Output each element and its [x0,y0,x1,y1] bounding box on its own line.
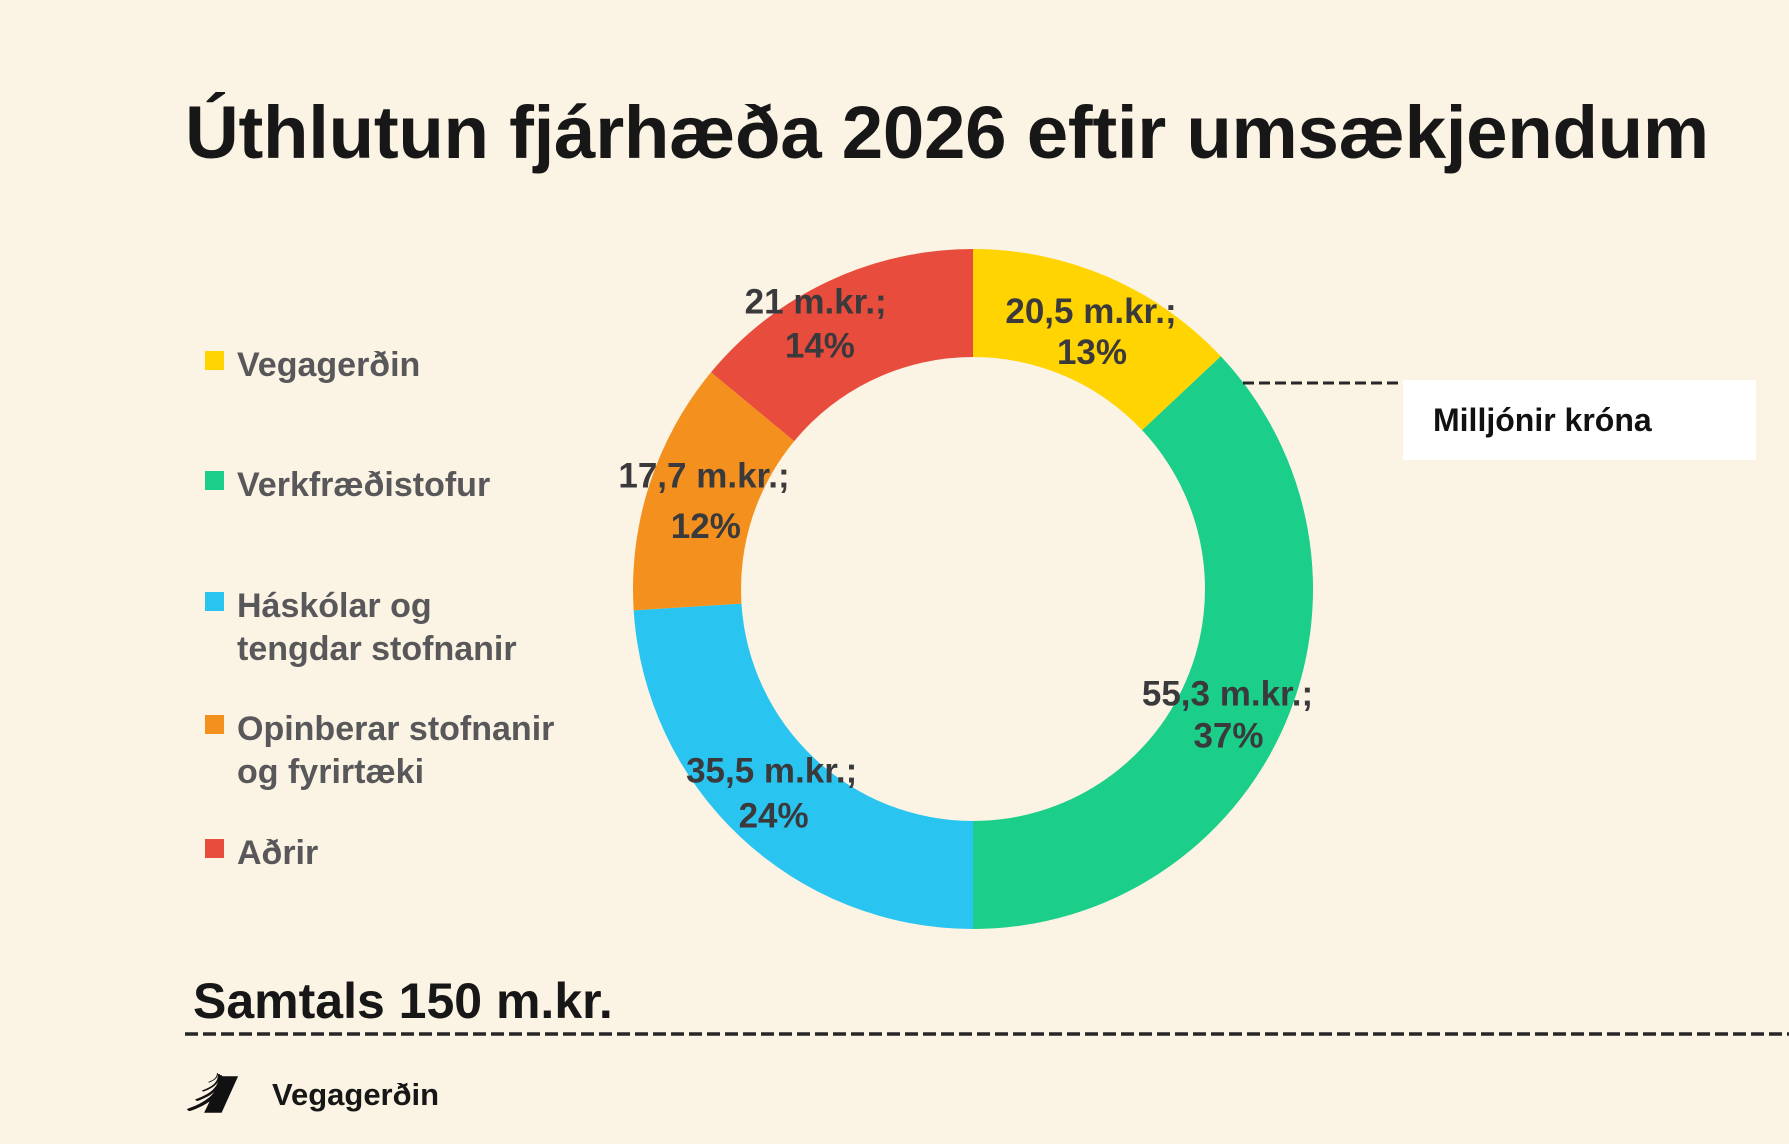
svg-text:21 m.kr.;: 21 m.kr.; [745,283,887,322]
svg-text:14%: 14% [785,326,855,365]
svg-text:12%: 12% [671,507,741,546]
svg-text:20,5 m.kr.;: 20,5 m.kr.; [1005,292,1176,331]
svg-text:17,7 m.kr.;: 17,7 m.kr.; [618,457,789,496]
svg-text:55,3 m.kr.;: 55,3 m.kr.; [1142,675,1313,714]
svg-text:13%: 13% [1057,333,1127,372]
svg-text:35,5 m.kr.;: 35,5 m.kr.; [686,752,857,791]
svg-text:24%: 24% [739,796,809,835]
svg-text:37%: 37% [1193,717,1263,756]
